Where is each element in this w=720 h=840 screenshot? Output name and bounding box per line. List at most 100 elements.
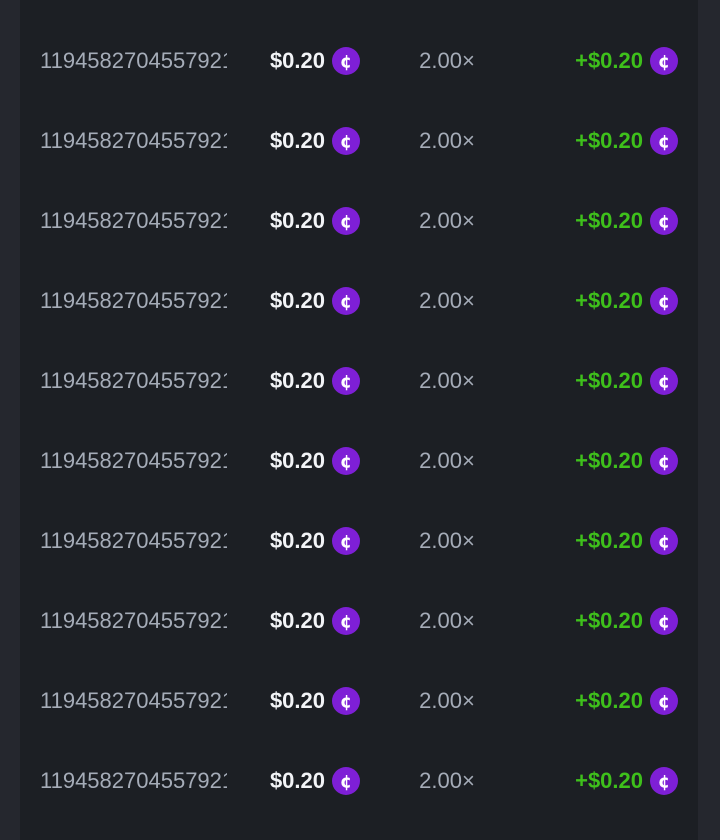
payout-text: +$0.20 — [575, 288, 643, 313]
cent-coin-icon: ¢ — [650, 767, 678, 795]
multiplier-text: 2.00× — [419, 448, 475, 473]
bets-table: 1194582704557921 $0.20 ¢ 2.00× +$0.20 ¢ … — [20, 0, 698, 840]
payout-text: +$0.20 — [575, 368, 643, 393]
bet-id-cell: 1194582704557921 — [40, 128, 230, 154]
payout-text: +$0.20 — [575, 608, 643, 633]
payout-text: +$0.20 — [575, 208, 643, 233]
cent-coin-icon: ¢ — [332, 767, 360, 795]
svg-text:¢: ¢ — [340, 453, 352, 473]
multiplier-cell: 2.00× — [360, 368, 516, 394]
bet-row[interactable]: 1194582704557921 $0.20 ¢ 2.00× +$0.20 ¢ — [20, 261, 698, 341]
svg-text:¢: ¢ — [658, 533, 670, 553]
bet-amount-text: $0.20 — [269, 208, 325, 233]
bet-amount-text: $0.20 — [269, 128, 325, 153]
svg-text:¢: ¢ — [658, 373, 670, 393]
bet-amount-text: $0.20 — [269, 528, 325, 553]
multiplier-text: 2.00× — [419, 768, 475, 793]
bet-id-cell: 1194582704557921 — [40, 608, 230, 634]
payout-cell: +$0.20 ¢ — [516, 127, 678, 155]
svg-text:¢: ¢ — [658, 53, 670, 73]
svg-text:¢: ¢ — [340, 613, 352, 633]
bet-amount-cell: $0.20 ¢ — [230, 447, 360, 475]
svg-text:¢: ¢ — [340, 693, 352, 713]
multiplier-cell: 2.00× — [360, 688, 516, 714]
cent-coin-icon: ¢ — [332, 47, 360, 75]
bet-amount-text: $0.20 — [269, 368, 325, 393]
cent-coin-icon: ¢ — [332, 527, 360, 555]
multiplier-text: 2.00× — [419, 48, 475, 73]
bet-row[interactable]: 1194582704557921 $0.20 ¢ 2.00× +$0.20 ¢ — [20, 341, 698, 421]
bet-row[interactable]: 1194582704557921 $0.20 ¢ 2.00× +$0.20 ¢ — [20, 661, 698, 741]
bet-row[interactable]: 1194582704557921 $0.20 ¢ 2.00× +$0.20 ¢ — [20, 421, 698, 501]
svg-text:¢: ¢ — [658, 693, 670, 713]
bet-amount-cell: $0.20 ¢ — [230, 607, 360, 635]
cent-coin-icon: ¢ — [332, 287, 360, 315]
payout-cell: +$0.20 ¢ — [516, 207, 678, 235]
payout-cell: +$0.20 ¢ — [516, 287, 678, 315]
bet-row[interactable]: 1194582704557921 $0.20 ¢ 2.00× +$0.20 ¢ — [20, 581, 698, 661]
bet-id-text: 1194582704557921 — [40, 688, 227, 713]
multiplier-cell: 2.00× — [360, 768, 516, 794]
bet-row[interactable]: 1194582704557921 $0.20 ¢ 2.00× +$0.20 ¢ — [20, 181, 698, 261]
bets-table-body: 1194582704557921 $0.20 ¢ 2.00× +$0.20 ¢ … — [20, 21, 698, 821]
bet-amount-cell: $0.20 ¢ — [230, 127, 360, 155]
bet-id-cell: 1194582704557921 — [40, 688, 230, 714]
multiplier-text: 2.00× — [419, 128, 475, 153]
svg-text:¢: ¢ — [340, 133, 352, 153]
multiplier-cell: 2.00× — [360, 48, 516, 74]
bet-amount-cell: $0.20 ¢ — [230, 687, 360, 715]
cent-coin-icon: ¢ — [650, 127, 678, 155]
payout-text: +$0.20 — [575, 128, 643, 153]
cent-coin-icon: ¢ — [332, 607, 360, 635]
multiplier-cell: 2.00× — [360, 208, 516, 234]
bet-id-text: 1194582704557921 — [40, 528, 227, 553]
cent-coin-icon: ¢ — [332, 127, 360, 155]
payout-text: +$0.20 — [575, 528, 643, 553]
bet-row[interactable]: 1194582704557921 $0.20 ¢ 2.00× +$0.20 ¢ — [20, 21, 698, 101]
payout-text: +$0.20 — [575, 768, 643, 793]
multiplier-text: 2.00× — [419, 208, 475, 233]
multiplier-cell: 2.00× — [360, 288, 516, 314]
cent-coin-icon: ¢ — [650, 607, 678, 635]
payout-cell: +$0.20 ¢ — [516, 607, 678, 635]
bet-id-cell: 1194582704557921 — [40, 48, 230, 74]
bet-amount-cell: $0.20 ¢ — [230, 527, 360, 555]
bet-id-cell: 1194582704557921 — [40, 368, 230, 394]
bet-amount-text: $0.20 — [269, 688, 325, 713]
cent-coin-icon: ¢ — [332, 687, 360, 715]
bet-amount-cell: $0.20 ¢ — [230, 767, 360, 795]
svg-text:¢: ¢ — [658, 613, 670, 633]
bet-id-text: 1194582704557921 — [40, 48, 227, 73]
bet-id-text: 1194582704557921 — [40, 288, 227, 313]
svg-text:¢: ¢ — [658, 453, 670, 473]
bet-id-text: 1194582704557921 — [40, 208, 227, 233]
svg-text:¢: ¢ — [658, 773, 670, 793]
bet-id-text: 1194582704557921 — [40, 608, 227, 633]
bet-amount-text: $0.20 — [269, 448, 325, 473]
cent-coin-icon: ¢ — [332, 447, 360, 475]
bet-id-cell: 1194582704557921 — [40, 448, 230, 474]
payout-cell: +$0.20 ¢ — [516, 367, 678, 395]
bet-row[interactable]: 1194582704557921 $0.20 ¢ 2.00× +$0.20 ¢ — [20, 501, 698, 581]
payout-cell: +$0.20 ¢ — [516, 687, 678, 715]
multiplier-cell: 2.00× — [360, 448, 516, 474]
cent-coin-icon: ¢ — [650, 367, 678, 395]
payout-cell: +$0.20 ¢ — [516, 527, 678, 555]
payout-cell: +$0.20 ¢ — [516, 447, 678, 475]
payout-text: +$0.20 — [575, 48, 643, 73]
bet-row[interactable]: 1194582704557921 $0.20 ¢ 2.00× +$0.20 ¢ — [20, 101, 698, 181]
svg-text:¢: ¢ — [340, 773, 352, 793]
svg-text:¢: ¢ — [658, 133, 670, 153]
svg-text:¢: ¢ — [658, 293, 670, 313]
bet-id-text: 1194582704557921 — [40, 768, 227, 793]
payout-text: +$0.20 — [575, 688, 643, 713]
bet-amount-text: $0.20 — [269, 608, 325, 633]
cent-coin-icon: ¢ — [332, 207, 360, 235]
bet-amount-text: $0.20 — [269, 48, 325, 73]
cent-coin-icon: ¢ — [650, 527, 678, 555]
multiplier-cell: 2.00× — [360, 528, 516, 554]
bet-id-cell: 1194582704557921 — [40, 528, 230, 554]
svg-text:¢: ¢ — [658, 213, 670, 233]
bet-row[interactable]: 1194582704557921 $0.20 ¢ 2.00× +$0.20 ¢ — [20, 741, 698, 821]
multiplier-text: 2.00× — [419, 528, 475, 553]
